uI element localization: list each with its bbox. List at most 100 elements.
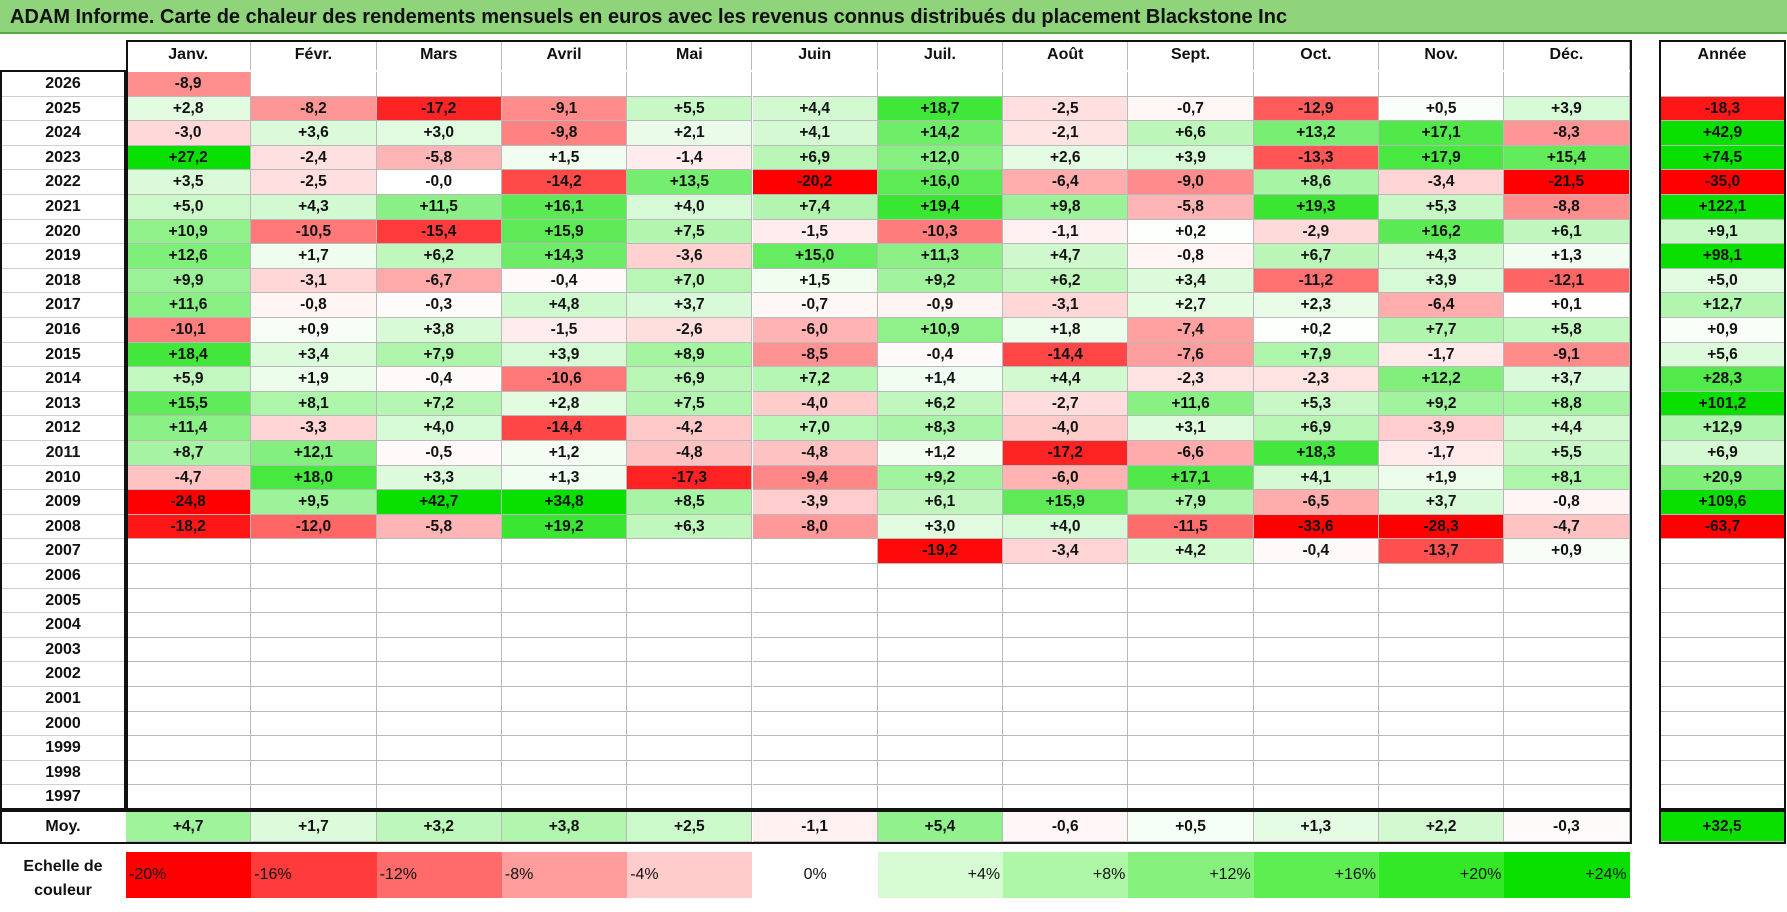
heatmap-cell: [376, 687, 502, 712]
heatmap-cell: +5,0: [126, 195, 252, 220]
heatmap-cell: [501, 588, 628, 614]
heatmap-cell: +1,2: [877, 441, 1004, 466]
heatmap-cell: [376, 539, 502, 564]
heatmap-cell: +6,7: [1253, 244, 1379, 269]
heatmap-cell: +9,9: [126, 268, 252, 294]
average-cell: -0,3: [1504, 812, 1630, 842]
heatmap-cell: [376, 662, 502, 687]
heatmap-cell: [376, 72, 502, 97]
annual-cell: +109,6: [1660, 490, 1785, 515]
heatmap-cell: +14,2: [877, 121, 1004, 146]
heatmap-cell: -3,6: [627, 244, 753, 269]
year-label: 2013: [0, 392, 126, 417]
heatmap-cell: +5,3: [1253, 391, 1379, 417]
average-cell: +5,4: [877, 812, 1004, 842]
heatmap-cell: [1253, 564, 1379, 589]
average-cell: +1,3: [1253, 812, 1379, 842]
heatmap-cell: [627, 539, 753, 564]
heatmap-cell: -6,4: [1003, 170, 1129, 195]
heatmap-cell: +2,8: [126, 96, 252, 122]
heatmap-cell: [752, 72, 878, 97]
heatmap-cell: +3,7: [627, 293, 753, 318]
heatmap-cell: +18,0: [251, 465, 377, 491]
heatmap-cell: -0,7: [1128, 96, 1254, 122]
color-scale-swatch: +12%: [1128, 852, 1254, 898]
year-label: 2017: [0, 293, 126, 318]
heatmap-cell: +14,3: [501, 244, 628, 269]
heatmap-cell: +5,8: [1504, 318, 1630, 343]
annual-cell: +98,1: [1660, 244, 1785, 269]
heatmap-cell: [251, 613, 377, 638]
year-label: 2002: [0, 662, 126, 687]
annual-cell: +12,9: [1660, 416, 1785, 441]
heatmap-cell: -6,6: [1128, 441, 1254, 466]
heatmap-cell: -3,4: [1003, 539, 1129, 564]
color-scale-swatch: +4%: [877, 852, 1004, 898]
heatmap-cell: -8,2: [251, 96, 377, 122]
heatmap-cell: [126, 588, 252, 614]
heatmap-cell: +13,5: [627, 170, 753, 195]
average-cell: +3,8: [501, 812, 628, 842]
average-cell: -0,6: [1003, 812, 1129, 842]
color-scale-swatch: -20%: [126, 852, 252, 898]
heatmap-cell: -4,0: [1003, 416, 1129, 441]
heatmap-cell: [1128, 588, 1254, 614]
heatmap-cell: +10,9: [877, 318, 1004, 343]
heatmap-cell: [877, 687, 1004, 712]
heatmap-cell: [501, 736, 628, 761]
annual-cell: -35,0: [1660, 170, 1785, 195]
heatmap-cell: -8,9: [126, 72, 252, 97]
heatmap-cell: +3,9: [501, 342, 628, 368]
average-cell: -1,1: [752, 812, 878, 842]
heatmap-cell: [1253, 736, 1379, 761]
heatmap-cell: +9,5: [251, 490, 377, 515]
heatmap-cell: [1504, 711, 1630, 737]
heatmap-cell: -0,8: [251, 293, 377, 318]
heatmap-cell: -28,3: [1379, 514, 1505, 540]
heatmap-cell: -1,7: [1379, 441, 1505, 466]
heatmap-cell: [376, 613, 502, 638]
heatmap-cell: +8,3: [877, 416, 1004, 441]
heatmap-cell: -6,0: [1003, 465, 1129, 491]
heatmap-cell: [1504, 760, 1630, 786]
heatmap-cell: [251, 736, 377, 761]
heatmap-cell: +6,2: [877, 391, 1004, 417]
heatmap-cell: [376, 760, 502, 786]
heatmap-cell: [1253, 637, 1379, 663]
heatmap-cell: [1379, 637, 1505, 663]
heatmap-cell: -9,0: [1128, 170, 1254, 195]
annual-cell: [1660, 785, 1785, 810]
year-label: 2012: [0, 416, 126, 441]
heatmap-cell: [752, 662, 878, 687]
heatmap-cell: -14,2: [501, 170, 628, 195]
color-scale-swatch: -12%: [376, 852, 502, 898]
year-label: 2019: [0, 244, 126, 269]
annual-cell: +5,0: [1660, 268, 1785, 294]
heatmap-cell: +4,1: [752, 121, 878, 146]
heatmap-cell: [1379, 564, 1505, 589]
heatmap-cell: -2,3: [1128, 367, 1254, 392]
year-label: 1999: [0, 736, 126, 761]
heatmap-cell: +7,4: [752, 195, 878, 220]
heatmap-cell: [251, 687, 377, 712]
heatmap-cell: -0,8: [1504, 490, 1630, 515]
column-header: Mars: [377, 40, 502, 70]
heatmap-cell: [126, 662, 252, 687]
annual-cell: [1660, 564, 1785, 589]
heatmap-cell: [501, 785, 628, 810]
heatmap-cell: [501, 72, 628, 97]
heatmap-cell: +0,1: [1504, 293, 1630, 318]
annual-cell: +5,6: [1660, 342, 1785, 368]
heatmap-cell: +6,6: [1128, 121, 1254, 146]
heatmap-cell: [627, 564, 753, 589]
heatmap-cell: +1,5: [752, 268, 878, 294]
heatmap-cell: +1,3: [501, 465, 628, 491]
heatmap-cell: [877, 760, 1004, 786]
heatmap-cell: [1003, 736, 1129, 761]
heatmap-cell: +9,2: [877, 465, 1004, 491]
heatmap-cell: -13,3: [1253, 145, 1379, 171]
heatmap-cell: -15,4: [376, 219, 502, 245]
heatmap-cell: [1128, 564, 1254, 589]
heatmap-cell: -1,1: [1003, 219, 1129, 245]
heatmap-cell: -2,6: [627, 318, 753, 343]
